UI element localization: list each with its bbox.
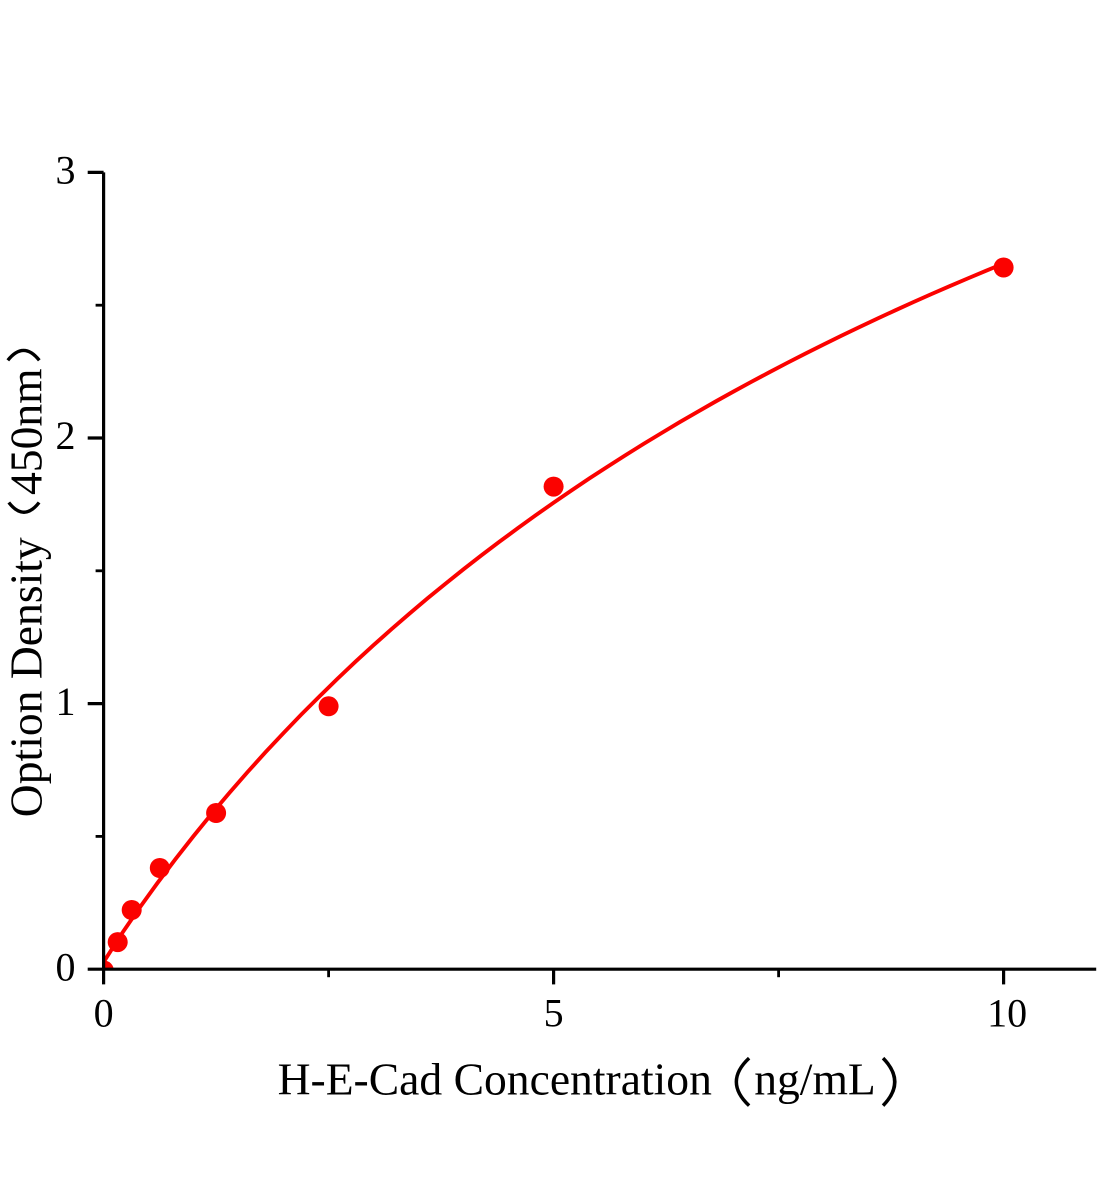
svg-text:H-E-Cad Concentration: H-E-Cad Concentration	[278, 1054, 712, 1105]
svg-text:5: 5	[544, 990, 564, 1035]
svg-text:2: 2	[56, 413, 76, 458]
svg-text:0: 0	[94, 990, 114, 1035]
svg-text:10: 10	[987, 990, 1027, 1035]
svg-text:1: 1	[56, 679, 76, 724]
svg-text:ng/mL: ng/mL	[754, 1054, 876, 1105]
svg-text:Option Density: Option Density	[1, 537, 52, 817]
svg-text:3: 3	[56, 148, 76, 193]
svg-text:0: 0	[56, 944, 76, 989]
svg-text:450nm: 450nm	[1, 368, 52, 495]
